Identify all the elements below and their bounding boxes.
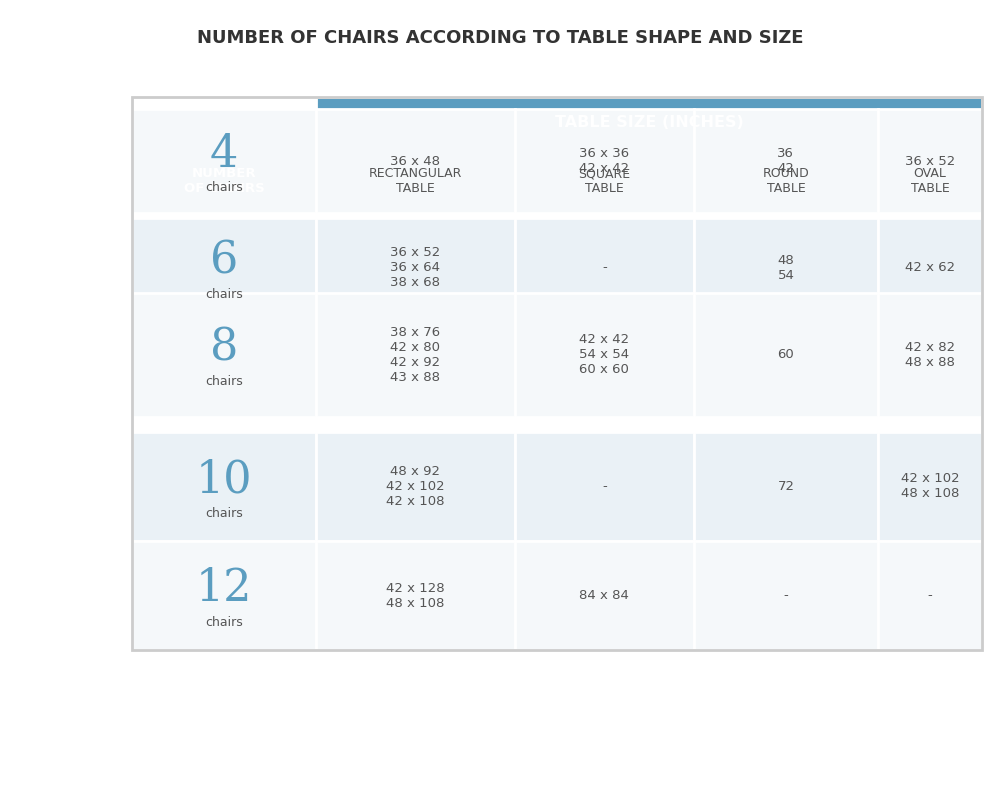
Text: 60: 60 (778, 348, 794, 362)
FancyBboxPatch shape (694, 541, 878, 650)
FancyBboxPatch shape (694, 149, 878, 214)
Text: 42 x 82
48 x 88: 42 x 82 48 x 88 (905, 341, 955, 369)
Text: 42 x 62: 42 x 62 (905, 262, 955, 274)
Text: -: - (784, 589, 788, 602)
Text: 12: 12 (196, 567, 252, 610)
FancyBboxPatch shape (316, 432, 515, 541)
FancyBboxPatch shape (316, 541, 515, 650)
Text: chairs: chairs (205, 375, 243, 388)
Text: 8: 8 (210, 326, 238, 370)
Text: chairs: chairs (205, 506, 243, 520)
FancyBboxPatch shape (316, 218, 515, 318)
Text: 48
54: 48 54 (777, 254, 794, 282)
FancyBboxPatch shape (694, 218, 878, 318)
FancyBboxPatch shape (316, 149, 515, 214)
FancyBboxPatch shape (132, 218, 316, 318)
Text: 42 x 102
48 x 108: 42 x 102 48 x 108 (901, 472, 959, 500)
Text: 36 x 36
42 x 42: 36 x 36 42 x 42 (579, 147, 629, 175)
Text: -: - (602, 480, 607, 493)
FancyBboxPatch shape (694, 293, 878, 417)
Text: 72: 72 (777, 480, 794, 493)
Text: 48 x 92
42 x 102
42 x 108: 48 x 92 42 x 102 42 x 108 (386, 465, 445, 508)
Text: 4: 4 (210, 133, 238, 176)
FancyBboxPatch shape (132, 432, 316, 541)
FancyBboxPatch shape (878, 293, 982, 417)
FancyBboxPatch shape (316, 109, 515, 214)
Text: 36 x 52
36 x 64
38 x 68: 36 x 52 36 x 64 38 x 68 (390, 246, 441, 290)
Text: chairs: chairs (205, 182, 243, 194)
Text: 38 x 76
42 x 80
42 x 92
43 x 88: 38 x 76 42 x 80 42 x 92 43 x 88 (390, 326, 441, 384)
FancyBboxPatch shape (515, 149, 694, 214)
Text: 36 x 52: 36 x 52 (905, 154, 955, 168)
FancyBboxPatch shape (316, 97, 982, 149)
Text: SQUARE
TABLE: SQUARE TABLE (578, 167, 630, 195)
Text: 42 x 42
54 x 54
60 x 60: 42 x 42 54 x 54 60 x 60 (579, 334, 629, 376)
FancyBboxPatch shape (316, 293, 515, 417)
Text: 42 x 128
48 x 108: 42 x 128 48 x 108 (386, 582, 445, 610)
Text: 36 x 48: 36 x 48 (390, 154, 440, 168)
Text: -: - (928, 589, 932, 602)
Text: TABLE SIZE (INCHES): TABLE SIZE (INCHES) (555, 115, 744, 130)
Text: -: - (602, 262, 607, 274)
FancyBboxPatch shape (694, 432, 878, 541)
Text: 36
42: 36 42 (777, 147, 794, 175)
Text: 84 x 84: 84 x 84 (579, 589, 629, 602)
FancyBboxPatch shape (515, 541, 694, 650)
Text: chairs: chairs (205, 616, 243, 629)
FancyBboxPatch shape (515, 432, 694, 541)
FancyBboxPatch shape (132, 149, 316, 214)
Text: RECTANGULAR
TABLE: RECTANGULAR TABLE (369, 167, 462, 195)
Text: 10: 10 (196, 458, 252, 501)
Text: 6: 6 (210, 239, 238, 282)
Text: ROUND
TABLE: ROUND TABLE (763, 167, 809, 195)
FancyBboxPatch shape (515, 293, 694, 417)
FancyBboxPatch shape (515, 218, 694, 318)
FancyBboxPatch shape (878, 149, 982, 214)
FancyBboxPatch shape (878, 541, 982, 650)
FancyBboxPatch shape (132, 109, 316, 214)
FancyBboxPatch shape (878, 432, 982, 541)
FancyBboxPatch shape (132, 293, 316, 417)
Text: NUMBER OF CHAIRS ACCORDING TO TABLE SHAPE AND SIZE: NUMBER OF CHAIRS ACCORDING TO TABLE SHAP… (197, 29, 803, 46)
Text: chairs: chairs (205, 288, 243, 302)
FancyBboxPatch shape (878, 109, 982, 214)
FancyBboxPatch shape (878, 218, 982, 318)
FancyBboxPatch shape (515, 109, 694, 214)
FancyBboxPatch shape (132, 541, 316, 650)
FancyBboxPatch shape (694, 109, 878, 214)
Text: OVAL
TABLE: OVAL TABLE (911, 167, 949, 195)
Text: NUMBER
OF CHAIRS: NUMBER OF CHAIRS (184, 167, 264, 195)
